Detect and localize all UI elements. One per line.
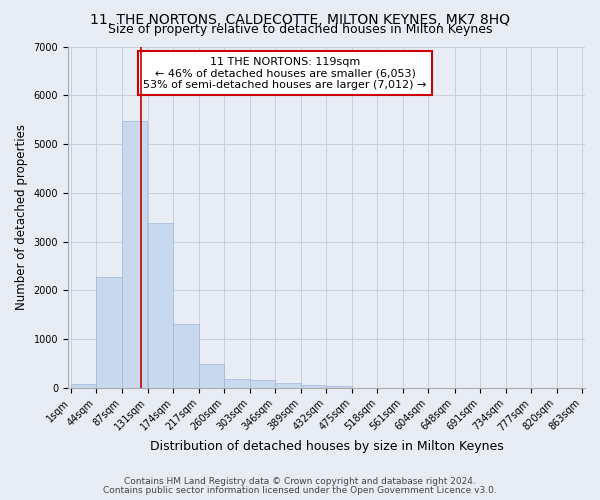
Bar — [326, 386, 352, 388]
X-axis label: Distribution of detached houses by size in Milton Keynes: Distribution of detached houses by size … — [149, 440, 503, 452]
Bar — [71, 384, 97, 388]
Text: 11, THE NORTONS, CALDECOTTE, MILTON KEYNES, MK7 8HQ: 11, THE NORTONS, CALDECOTTE, MILTON KEYN… — [90, 12, 510, 26]
Bar — [97, 276, 122, 388]
Bar — [199, 364, 224, 388]
Bar — [250, 380, 275, 388]
Bar — [275, 384, 301, 388]
Text: Contains HM Land Registry data © Crown copyright and database right 2024.: Contains HM Land Registry data © Crown c… — [124, 477, 476, 486]
Text: Contains public sector information licensed under the Open Government Licence v3: Contains public sector information licen… — [103, 486, 497, 495]
Bar — [148, 222, 173, 388]
Bar — [301, 385, 326, 388]
Bar — [122, 121, 148, 388]
Text: Size of property relative to detached houses in Milton Keynes: Size of property relative to detached ho… — [108, 22, 492, 36]
Bar — [224, 378, 250, 388]
Text: 11 THE NORTONS: 119sqm
← 46% of detached houses are smaller (6,053)
53% of semi-: 11 THE NORTONS: 119sqm ← 46% of detached… — [143, 56, 427, 90]
Y-axis label: Number of detached properties: Number of detached properties — [15, 124, 28, 310]
Bar — [173, 324, 199, 388]
